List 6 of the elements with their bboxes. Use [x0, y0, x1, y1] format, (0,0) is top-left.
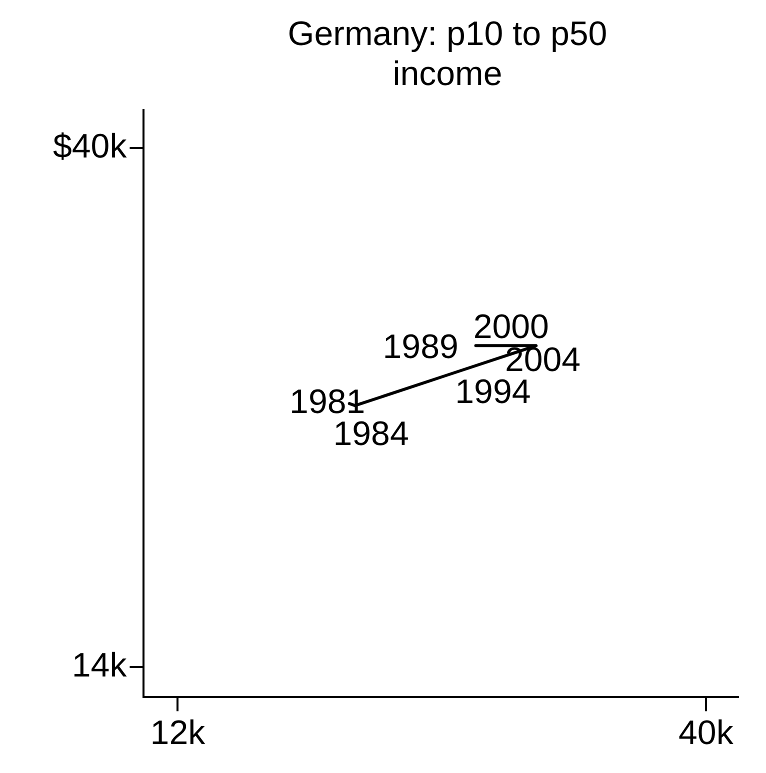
- x-tick-label: 12k: [150, 714, 206, 752]
- annotation: 1989: [382, 328, 458, 366]
- y-tick-label: $40k: [52, 127, 128, 166]
- chart-title: Germany: p10 to p50 income: [286, 14, 608, 94]
- x-tick-label: 40k: [678, 714, 734, 752]
- y-tick-label: 14k: [72, 646, 128, 685]
